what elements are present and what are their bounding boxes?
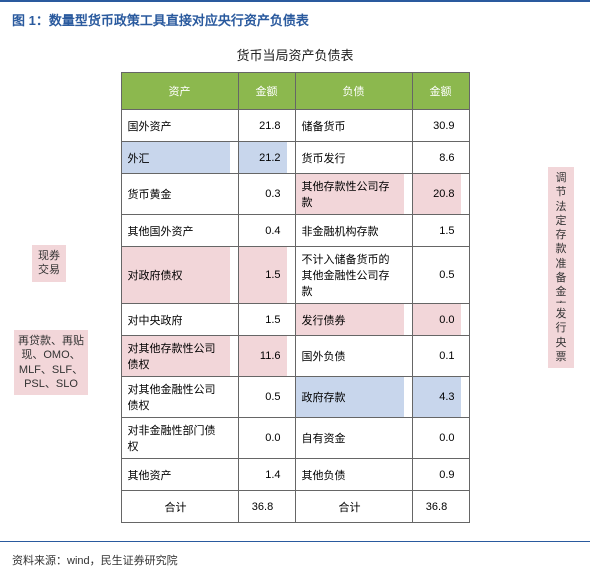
table-row: 其他资产 1.4 其他负债 0.9	[121, 459, 469, 491]
liability-cell: 发行债券	[296, 304, 404, 335]
total-asset-amount: 36.8	[239, 491, 287, 522]
callout-right-2: 发行央票	[548, 303, 574, 368]
asset-amount-cell: 21.2	[239, 142, 287, 173]
liability-amount-cell: 0.1	[413, 336, 461, 376]
asset-cell: 其他资产	[122, 459, 230, 490]
liability-cell: 国外负债	[296, 336, 404, 376]
figure-title-bar: 图 1：数量型货币政策工具直接对应央行资产负债表	[0, 0, 590, 35]
th-liability: 负债	[295, 73, 412, 110]
asset-amount-cell: 1.5	[239, 247, 287, 303]
liability-amount-cell: 1.5	[413, 215, 461, 246]
liability-cell: 不计入储备货币的其他金融性公司存款	[296, 247, 404, 303]
asset-amount-cell: 0.3	[239, 174, 287, 214]
asset-cell: 其他国外资产	[122, 215, 230, 246]
liability-amount-cell: 8.6	[413, 142, 461, 173]
table-title: 货币当局资产负债表	[0, 45, 590, 64]
asset-amount-cell: 0.5	[239, 377, 287, 417]
asset-amount-cell: 11.6	[239, 336, 287, 376]
asset-cell: 外汇	[122, 142, 230, 173]
liability-amount-cell: 0.0	[413, 418, 461, 458]
source-text: 资料来源：wind，民生证券研究院	[0, 541, 590, 568]
asset-cell: 对政府债权	[122, 247, 230, 303]
table-row: 对政府债权1.5不计入储备货币的其他金融性公司存款0.5	[121, 247, 469, 304]
chart-area: 货币当局资产负债表 现券交易 再贷款、再贴现、OMO、MLF、SLF、PSL、S…	[0, 35, 590, 523]
liability-cell: 货币发行	[296, 142, 404, 173]
th-liability-amount: 金额	[412, 73, 469, 110]
table-row: 对其他金融性公司债权0.5政府存款4.3	[121, 377, 469, 418]
liability-cell: 其他存款性公司存款	[296, 174, 404, 214]
asset-amount-cell: 1.4	[239, 459, 287, 490]
asset-cell: 对非金融性部门债权	[122, 418, 230, 458]
callout-left-2: 再贷款、再贴现、OMO、MLF、SLF、PSL、SLO	[14, 330, 88, 395]
asset-amount-cell: 0.0	[239, 418, 287, 458]
asset-cell: 国外资产	[122, 110, 230, 141]
total-liab-amount: 36.8	[413, 491, 461, 522]
table-header-row: 资产 金额 负债 金额	[121, 73, 469, 110]
th-asset: 资产	[121, 73, 238, 110]
table-row: 其他国外资产 0.4 非金融机构存款 1.5	[121, 215, 469, 247]
th-asset-amount: 金额	[238, 73, 295, 110]
liability-amount-cell: 0.5	[413, 247, 461, 303]
total-row: 合计 36.8 合计 36.8	[121, 491, 469, 523]
liability-amount-cell: 0.0	[413, 304, 461, 335]
asset-cell: 对其他存款性公司债权	[122, 336, 230, 376]
table-row: 外汇 21.2 货币发行 8.6	[121, 142, 469, 174]
liability-cell: 非金融机构存款	[296, 215, 404, 246]
figure-title: 图 1：数量型货币政策工具直接对应央行资产负债表	[12, 10, 578, 29]
liability-amount-cell: 30.9	[413, 110, 461, 141]
liability-cell: 其他负债	[296, 459, 404, 490]
table-row: 货币黄金0.3其他存款性公司存款20.8	[121, 174, 469, 215]
table-row: 对其他存款性公司债权11.6国外负债0.1	[121, 336, 469, 377]
asset-cell: 对中央政府	[122, 304, 230, 335]
total-label: 合计	[122, 491, 230, 522]
callout-left-1: 现券交易	[32, 245, 66, 282]
table-row: 对非金融性部门债权0.0自有资金0.0	[121, 418, 469, 459]
asset-amount-cell: 1.5	[239, 304, 287, 335]
asset-cell: 货币黄金	[122, 174, 230, 214]
total-label-liab: 合计	[296, 491, 404, 522]
asset-cell: 对其他金融性公司债权	[122, 377, 230, 417]
table-row: 对中央政府 1.5 发行债券 0.0	[121, 304, 469, 336]
table-row: 国外资产 21.8 储备货币 30.9	[121, 110, 469, 142]
liability-amount-cell: 0.9	[413, 459, 461, 490]
callout-right-1: 调节法定存款准备金率	[548, 167, 574, 318]
liability-cell: 政府存款	[296, 377, 404, 417]
liability-amount-cell: 20.8	[413, 174, 461, 214]
balance-sheet-table: 资产 金额 负债 金额 国外资产 21.8 储备货币 30.9 外汇 21.2 货币发行 8.…	[121, 72, 470, 523]
liability-cell: 储备货币	[296, 110, 404, 141]
liability-amount-cell: 4.3	[413, 377, 461, 417]
asset-amount-cell: 21.8	[239, 110, 287, 141]
asset-amount-cell: 0.4	[239, 215, 287, 246]
liability-cell: 自有资金	[296, 418, 404, 458]
